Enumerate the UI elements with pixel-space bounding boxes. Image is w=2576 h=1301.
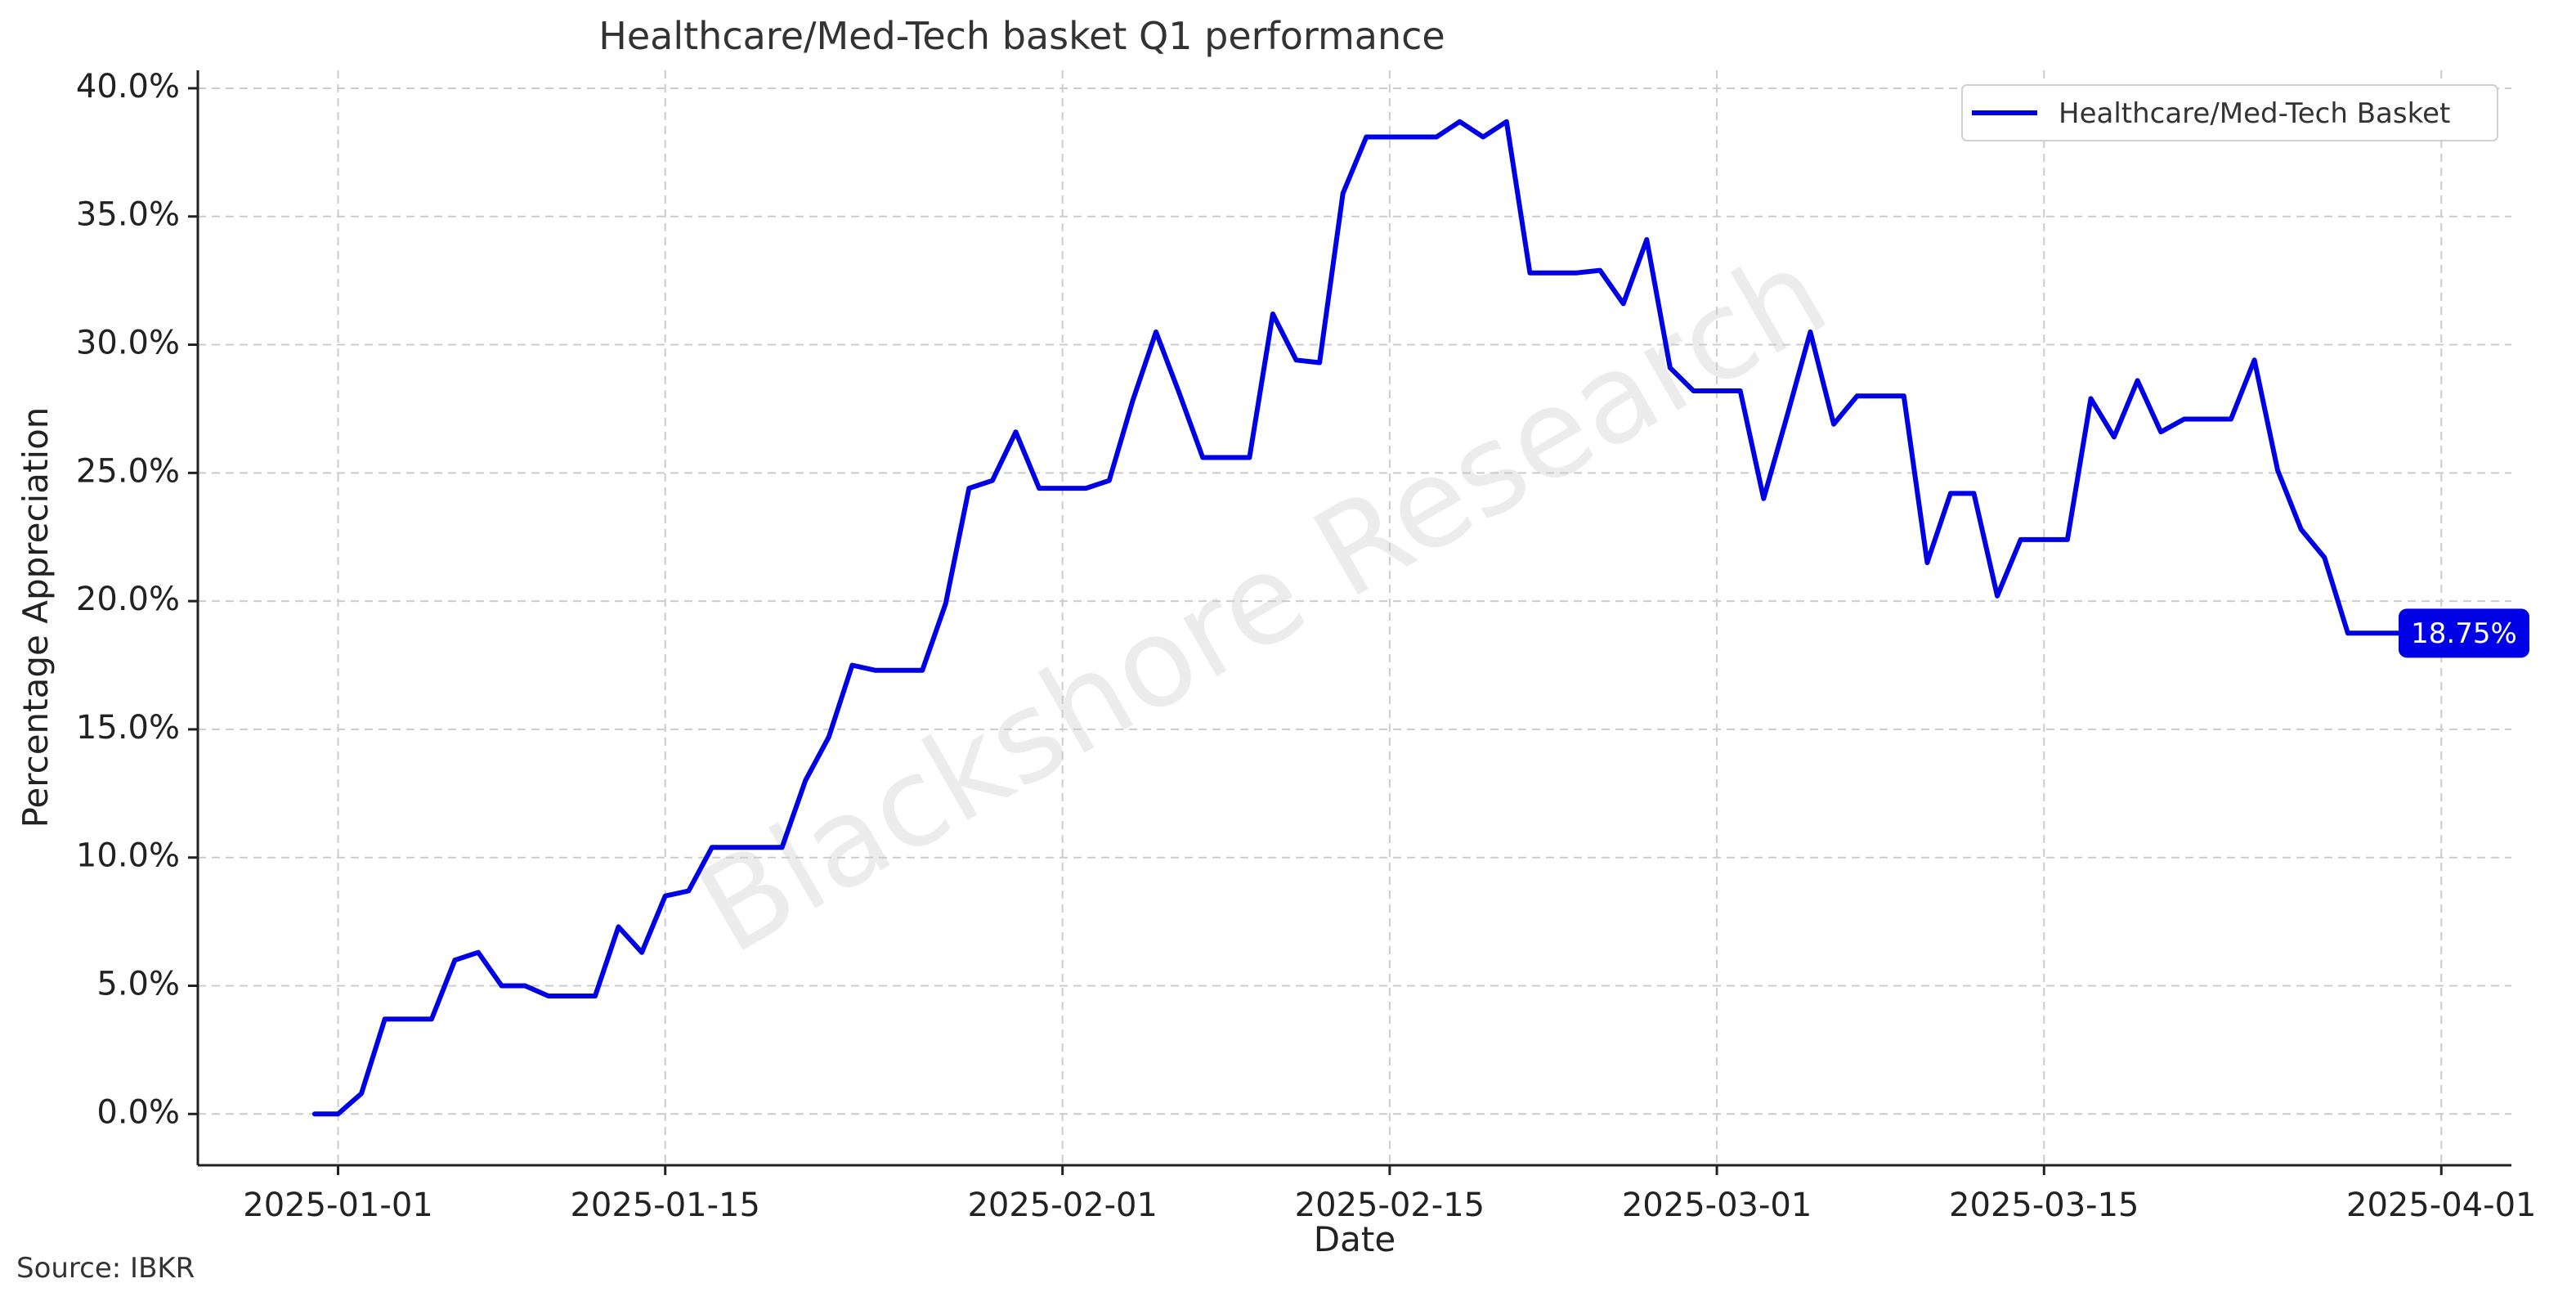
end-value-label-box <box>2399 608 2529 658</box>
x-tick-label: 2025-03-01 <box>1622 1187 1812 1224</box>
chart-title: Healthcare/Med-Tech basket Q1 performanc… <box>598 14 1445 58</box>
x-axis-label: Date <box>1314 1219 1396 1259</box>
end-value-label: 18.75% <box>2399 608 2529 658</box>
y-tick-label: 30.0% <box>76 325 180 362</box>
y-tick-label: 5.0% <box>96 965 180 1003</box>
y-axis-label: Percentage Appreciation <box>16 407 56 828</box>
y-tick-label: 35.0% <box>76 196 180 234</box>
legend-entry: Healthcare/Med-Tech Basket <box>2059 97 2450 130</box>
x-tick-label: 2025-03-15 <box>1949 1187 2139 1224</box>
source-note: Source: IBKR <box>16 1252 195 1285</box>
x-tick-label: 2025-01-01 <box>243 1187 432 1224</box>
series-line-healthcare-medtech-basket <box>311 119 2421 1117</box>
y-tick-label: 40.0% <box>76 68 180 105</box>
axes <box>188 70 2511 1175</box>
legend: Healthcare/Med-Tech Basket <box>1961 84 2498 141</box>
y-tick-label: 0.0% <box>96 1093 180 1131</box>
y-tick-label: 20.0% <box>76 581 180 618</box>
y-tick-label: 25.0% <box>76 452 180 490</box>
grid <box>198 70 2511 1165</box>
y-tick-label: 15.0% <box>76 709 180 747</box>
x-tick-label: 2025-01-15 <box>570 1187 759 1224</box>
legend-box <box>1961 84 2498 141</box>
x-tick-label: 2025-02-01 <box>967 1187 1157 1224</box>
end-value-label-text: 18.75% <box>2411 617 2517 650</box>
y-tick-label: 10.0% <box>76 837 180 875</box>
tick-labels: 0.0% 5.0% 10.0% 15.0% 20.0% 25.0% 30.0% 35.0% 40… <box>76 68 2537 1224</box>
x-tick-label: 2025-02-15 <box>1295 1187 1485 1224</box>
x-tick-label: 2025-04-01 <box>2346 1187 2536 1224</box>
